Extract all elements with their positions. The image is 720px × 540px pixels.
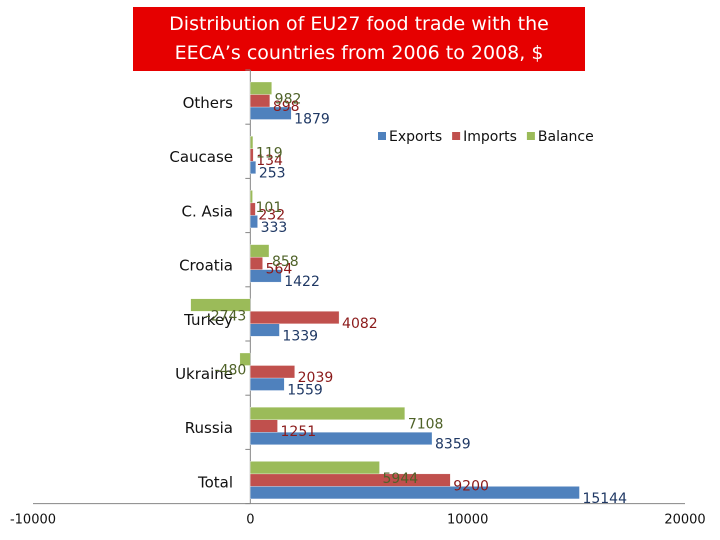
x-tick-label: 20000 xyxy=(664,513,705,528)
bar-balance-ukraine xyxy=(239,352,251,366)
bar-exports-russia xyxy=(250,432,433,445)
category-label-total: Total xyxy=(197,473,233,491)
data-label-balance-caucase: 119 xyxy=(256,146,283,162)
bar-exports-caucase xyxy=(250,161,256,174)
bar-imports-caucase xyxy=(250,148,254,162)
data-label-imports-croatia: 564 xyxy=(266,262,293,278)
data-label-imports-others: 898 xyxy=(273,99,300,115)
category-label-others: Others xyxy=(183,94,234,112)
category-label-croatia: Croatia xyxy=(179,257,233,275)
chart-bars xyxy=(190,81,580,500)
bar-imports-russia xyxy=(250,419,278,433)
legend-label-balance: Balance xyxy=(538,129,594,145)
data-label-balance-russia: 7108 xyxy=(408,417,444,433)
data-label-imports-total: 9200 xyxy=(453,478,489,494)
bar-balance-turkey xyxy=(190,298,251,312)
legend-swatch-balance xyxy=(526,132,535,140)
chart-title-line-1: Distribution of EU27 food trade with the xyxy=(169,13,549,35)
bar-imports-c-asia xyxy=(250,202,256,216)
bar-balance-total xyxy=(250,461,380,475)
legend-swatch-imports xyxy=(452,132,461,140)
bar-exports-others xyxy=(250,106,292,120)
x-tick-label: 0 xyxy=(246,513,254,528)
data-label-imports-ukraine: 2039 xyxy=(298,370,334,386)
data-label-balance-ukraine: -480 xyxy=(215,363,247,379)
bar-imports-turkey xyxy=(250,311,340,324)
bar-exports-ukraine xyxy=(250,377,285,391)
bar-imports-croatia xyxy=(250,256,263,270)
category-label-turkey: Turkey xyxy=(183,311,233,329)
bar-balance-croatia xyxy=(250,244,270,258)
bar-balance-others xyxy=(250,81,272,95)
data-label-balance-turkey: -2743 xyxy=(206,308,247,324)
data-label-exports-ukraine: 1559 xyxy=(287,383,323,399)
data-label-exports-caucase: 253 xyxy=(259,166,286,182)
legend-label-exports: Exports xyxy=(389,129,442,145)
data-label-imports-caucase: 134 xyxy=(256,153,283,169)
bar-balance-c-asia xyxy=(250,190,253,204)
category-label-ukraine: Ukraine xyxy=(175,365,233,383)
chart-title-line-2: EECA’s countries from 2006 to 2008, $ xyxy=(174,42,544,64)
data-label-exports-others: 1879 xyxy=(294,112,330,128)
bar-imports-others xyxy=(250,94,270,108)
data-label-exports-russia: 8359 xyxy=(435,437,471,453)
bar-balance-russia xyxy=(250,407,405,420)
category-label-c-asia: C. Asia xyxy=(182,202,233,220)
category-label-caucase: Caucase xyxy=(169,148,233,166)
bar-exports-c-asia xyxy=(250,215,258,229)
legend-label-imports: Imports xyxy=(463,129,517,145)
legend: Exports Imports Balance xyxy=(378,129,594,145)
legend-swatch-exports xyxy=(378,132,386,140)
data-label-balance-croatia: 858 xyxy=(272,254,299,270)
bar-exports-turkey xyxy=(250,323,280,337)
data-label-imports-russia: 1251 xyxy=(281,424,317,440)
bar-balance-caucase xyxy=(250,136,254,149)
category-label-russia: Russia xyxy=(185,419,233,437)
data-label-balance-total: 5944 xyxy=(383,471,419,487)
bar-imports-ukraine xyxy=(250,365,295,379)
data-label-exports-croatia: 1422 xyxy=(284,274,320,290)
x-tick-labels: -10000 0 10000 20000 xyxy=(10,513,706,528)
bar-imports-total xyxy=(250,473,451,487)
data-label-imports-turkey: 4082 xyxy=(342,316,378,332)
chart-title: Distribution of EU27 food trade with the… xyxy=(133,7,585,71)
data-label-imports-c-asia: 232 xyxy=(258,207,285,223)
data-label-exports-total: 15144 xyxy=(582,491,627,507)
data-label-exports-c-asia: 333 xyxy=(261,220,288,236)
category-labels: Others Caucase C. Asia Croatia Turkey Ukraine… xyxy=(169,94,233,491)
data-label-balance-c-asia: 101 xyxy=(256,200,283,216)
data-label-exports-turkey: 1339 xyxy=(282,328,318,344)
x-tick-label: 10000 xyxy=(447,513,488,528)
bar-exports-total xyxy=(250,486,580,500)
data-label-balance-others: 982 xyxy=(275,92,302,108)
bar-exports-croatia xyxy=(250,269,282,283)
x-tick-label: -10000 xyxy=(10,513,56,528)
